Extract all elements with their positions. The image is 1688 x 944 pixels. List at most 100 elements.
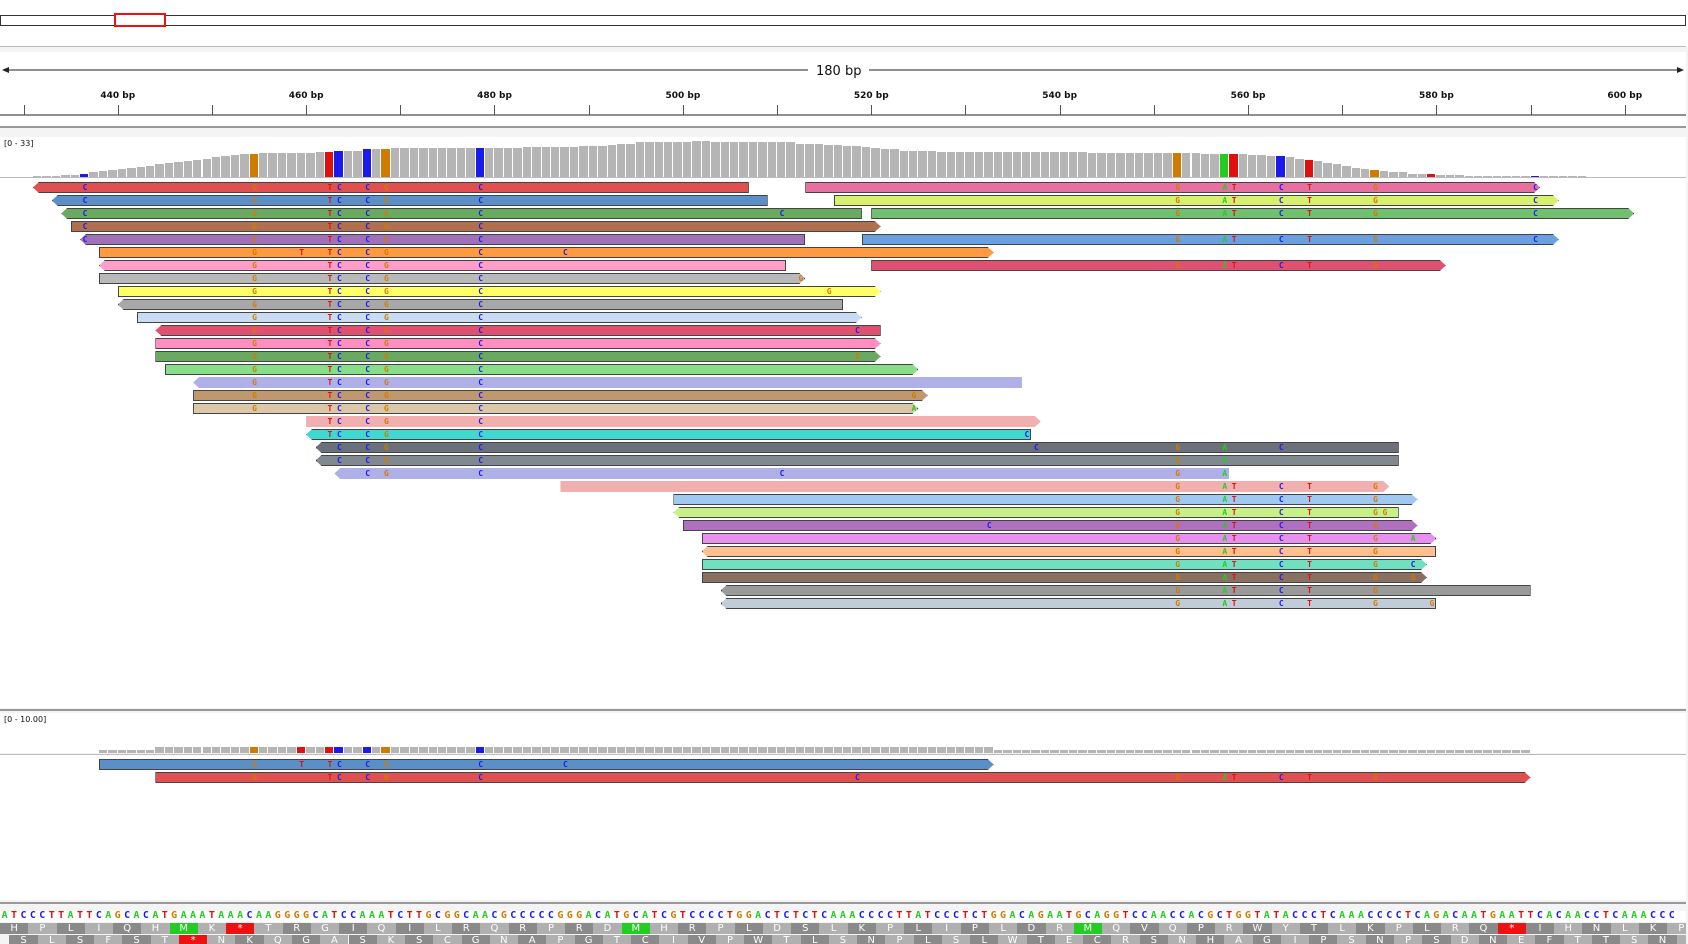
mismatch-base: A (1222, 235, 1228, 244)
reference-base: G (284, 911, 291, 921)
current-region-indicator[interactable] (114, 13, 166, 27)
mismatch-base: C (478, 196, 484, 205)
coverage-bar (475, 747, 485, 753)
chromosome-ideogram[interactable] (0, 15, 1686, 26)
coverage-bar (1408, 750, 1417, 753)
amino-acid-cell: Q (480, 923, 509, 934)
divider (0, 709, 1686, 711)
coverage-bar (664, 142, 673, 177)
mismatch-base: A (1222, 456, 1228, 465)
mismatch-base: G (1373, 773, 1378, 782)
coverage-track-2[interactable]: [0 - 10.00] (0, 713, 1686, 753)
mismatch-base: T (1231, 773, 1237, 782)
mismatch-base: C (478, 417, 484, 426)
coverage-bar (1200, 153, 1210, 177)
coverage-bar (230, 155, 240, 177)
coverage-bar (824, 144, 833, 177)
mismatch-base: T (1231, 573, 1237, 582)
coverage-bar (1078, 750, 1087, 753)
reference-base: A (1574, 911, 1581, 921)
translation-frame-1: H P L I Q H M K * T R G I Q I L R Q R P R D M H R P L D S L K P L I P L D R M Q… (0, 923, 1686, 934)
reference-base: A (237, 911, 244, 921)
reference-base: A (915, 911, 922, 921)
amino-acid-cell: S (405, 935, 434, 944)
coverage-bar (353, 747, 362, 753)
coverage-track-1[interactable]: [0 - 33] (0, 137, 1686, 177)
mismatch-base: C (478, 378, 484, 387)
mismatch-base: G (252, 352, 257, 361)
mismatch-base: G (911, 391, 917, 400)
ruler-tick-label: 560 bp (1230, 91, 1266, 101)
reference-base: C (519, 911, 526, 921)
reference-base: A (1, 911, 8, 921)
mismatch-base: G (252, 773, 257, 782)
reference-base: A (1423, 911, 1430, 921)
divider (0, 754, 1686, 755)
ruler-tick (1248, 105, 1250, 115)
coverage-bar (711, 142, 720, 177)
reference-base: G (1103, 911, 1110, 921)
mismatch-base: C (336, 183, 342, 192)
coverage-bar (419, 148, 428, 177)
coverage-bar (485, 148, 494, 177)
mismatch-base: G (1175, 599, 1181, 608)
mismatch-base: G (1373, 534, 1378, 543)
coverage-bar (221, 156, 230, 177)
amino-acid-cell: W (744, 935, 773, 944)
amino-acid-cell: N (1648, 935, 1677, 944)
reference-base: A (1009, 911, 1016, 921)
coverage-bar (1398, 172, 1408, 177)
coverage-bar (814, 747, 824, 753)
coverage-bar (692, 141, 701, 177)
coverage-bar (965, 151, 974, 177)
mismatch-base: C (478, 222, 484, 231)
amino-acid-cell: K (847, 923, 876, 934)
mismatch-base: G (1175, 534, 1181, 543)
coverage-bar (1172, 152, 1182, 177)
coverage-bar (277, 152, 287, 177)
